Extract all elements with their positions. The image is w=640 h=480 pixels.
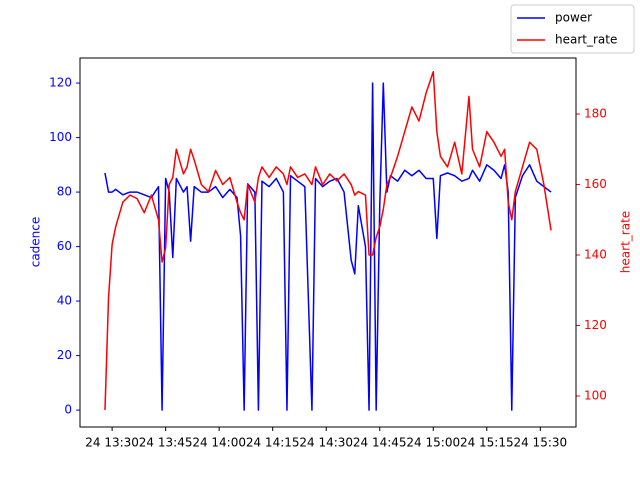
y-tick-label: 0 bbox=[64, 403, 72, 417]
y2-tick-label: 180 bbox=[584, 107, 607, 121]
legend-label: heart_rate bbox=[555, 33, 617, 47]
y-tick-label: 20 bbox=[57, 348, 72, 362]
legend-box bbox=[510, 4, 635, 54]
x-tick-label: 24 15:15 bbox=[460, 436, 514, 450]
y-tick-label: 100 bbox=[49, 130, 72, 144]
y2-tick-label: 140 bbox=[584, 248, 607, 262]
y2-tick-label: 160 bbox=[584, 177, 607, 191]
x-tick-label: 24 14:15 bbox=[246, 436, 300, 450]
y-tick-label: 60 bbox=[57, 239, 72, 253]
data-line bbox=[104, 82, 552, 411]
y2-tick-label: 120 bbox=[584, 318, 607, 332]
y-tick-label: 120 bbox=[49, 76, 72, 90]
x-tick-label: 24 14:45 bbox=[353, 436, 407, 450]
x-tick-label: 24 14:30 bbox=[299, 436, 353, 450]
y2-axis-label: heart_rate bbox=[619, 211, 633, 273]
data-line bbox=[104, 70, 552, 411]
legend-label: power bbox=[555, 11, 592, 25]
y-tick-label: 80 bbox=[57, 185, 72, 199]
x-tick-label: 24 13:30 bbox=[85, 436, 139, 450]
y2-tick-label: 100 bbox=[584, 388, 607, 402]
x-tick-label: 24 15:30 bbox=[513, 436, 567, 450]
x-tick-label: 24 13:45 bbox=[139, 436, 193, 450]
y-tick-label: 40 bbox=[57, 294, 72, 308]
y-axis-label: cadence bbox=[29, 217, 43, 268]
x-tick-label: 24 15:00 bbox=[406, 436, 460, 450]
x-tick-label: 24 14:00 bbox=[192, 436, 246, 450]
plot-frame bbox=[79, 57, 577, 428]
